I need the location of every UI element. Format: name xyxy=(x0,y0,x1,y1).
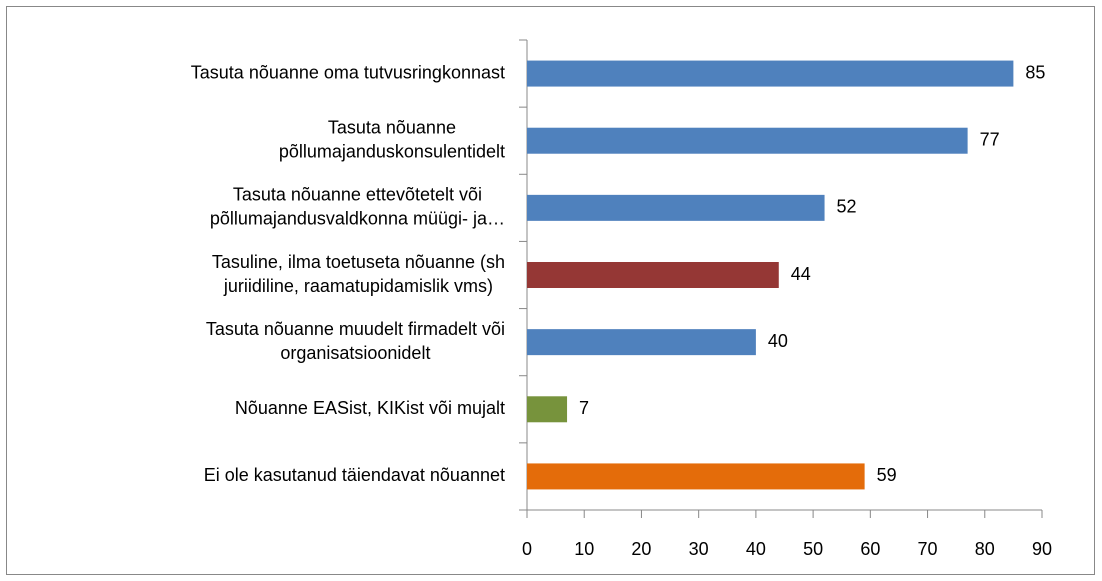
category-label: juriidiline, raamatupidamislik vms) xyxy=(223,276,493,296)
x-tick-label: 70 xyxy=(918,539,938,559)
x-tick-label: 90 xyxy=(1032,539,1052,559)
category-label: Ei ole kasutanud täiendavat nõuannet xyxy=(204,465,505,485)
bar xyxy=(527,60,1014,87)
x-tick-label: 0 xyxy=(522,539,532,559)
bar xyxy=(527,463,865,490)
value-label: 7 xyxy=(579,398,589,418)
category-label: põllumajanduskonsulentidelt xyxy=(279,141,505,161)
value-label: 59 xyxy=(877,465,897,485)
category-label: Nõuanne EASist, KIKist või mujalt xyxy=(235,398,505,418)
category-label: Tasuta nõuanne xyxy=(328,117,456,137)
value-label: 44 xyxy=(791,264,811,284)
category-label: Tasuta nõuanne muudelt firmadelt või xyxy=(206,319,505,339)
category-label: Tasuline, ilma toetuseta nõuanne (sh xyxy=(212,252,505,272)
bar xyxy=(527,329,756,356)
category-label: organisatsioonidelt xyxy=(280,343,430,363)
value-label: 77 xyxy=(980,129,1000,149)
x-tick-label: 20 xyxy=(631,539,651,559)
x-tick-label: 80 xyxy=(975,539,995,559)
value-label: 52 xyxy=(837,197,857,217)
category-label: põllumajandusvaldkonna müügi- ja… xyxy=(210,209,505,229)
bar xyxy=(527,194,825,221)
bar xyxy=(527,262,779,288)
x-tick-label: 40 xyxy=(746,539,766,559)
category-label: Tasuta nõuanne ettevõtetelt või xyxy=(233,185,482,205)
value-label: 40 xyxy=(768,331,788,351)
x-tick-label: 30 xyxy=(689,539,709,559)
x-tick-label: 60 xyxy=(860,539,880,559)
x-tick-label: 50 xyxy=(803,539,823,559)
bar xyxy=(527,396,568,423)
x-tick-label: 10 xyxy=(574,539,594,559)
category-label: Tasuta nõuanne oma tutvusringkonnast xyxy=(191,62,505,82)
bar xyxy=(527,127,968,154)
value-label: 85 xyxy=(1025,62,1045,82)
